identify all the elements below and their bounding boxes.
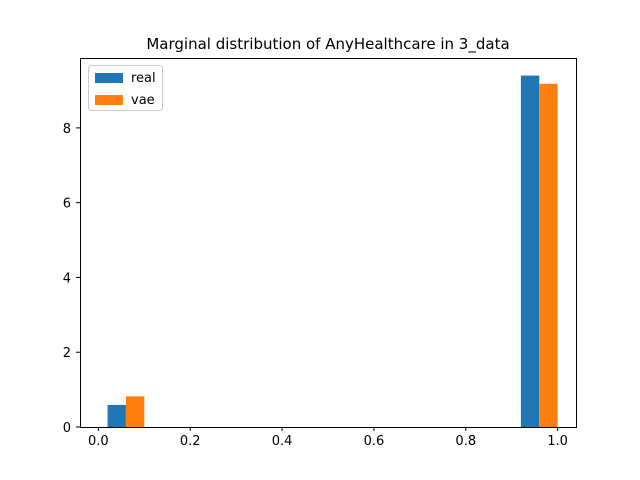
y-tick-label: 4	[63, 271, 71, 286]
bar-vae-2	[539, 83, 558, 427]
bar-vae-1	[125, 396, 145, 427]
y-tick-label: 2	[63, 346, 71, 361]
x-tick-label: 0.0	[88, 434, 109, 449]
legend: real vae	[88, 65, 163, 111]
bars-layer	[107, 75, 558, 428]
plot-frame	[80, 58, 577, 428]
x-tick-label: 0.2	[180, 434, 201, 449]
x-tick-label: 0.6	[364, 434, 385, 449]
y-tick-label: 8	[63, 122, 71, 137]
x-tick-label: 0.4	[272, 434, 293, 449]
x-axis: 0.0 0.2 0.4 0.6 0.8 1.0	[88, 427, 568, 449]
legend-label-vae: vae	[131, 93, 155, 108]
y-tick-label: 6	[63, 197, 71, 212]
bar-real-2	[520, 75, 540, 428]
legend-swatch-vae	[95, 95, 123, 105]
y-tick-label: 0	[63, 421, 71, 436]
bar-real-1	[107, 404, 126, 427]
chart-title: Marginal distribution of AnyHealthcare i…	[146, 35, 509, 54]
legend-label-real: real	[131, 71, 156, 86]
y-axis: 0 2 4 6 8	[63, 122, 80, 436]
x-tick-label: 1.0	[547, 434, 568, 449]
legend-swatch-real	[95, 73, 123, 83]
x-tick-label: 0.8	[455, 434, 476, 449]
